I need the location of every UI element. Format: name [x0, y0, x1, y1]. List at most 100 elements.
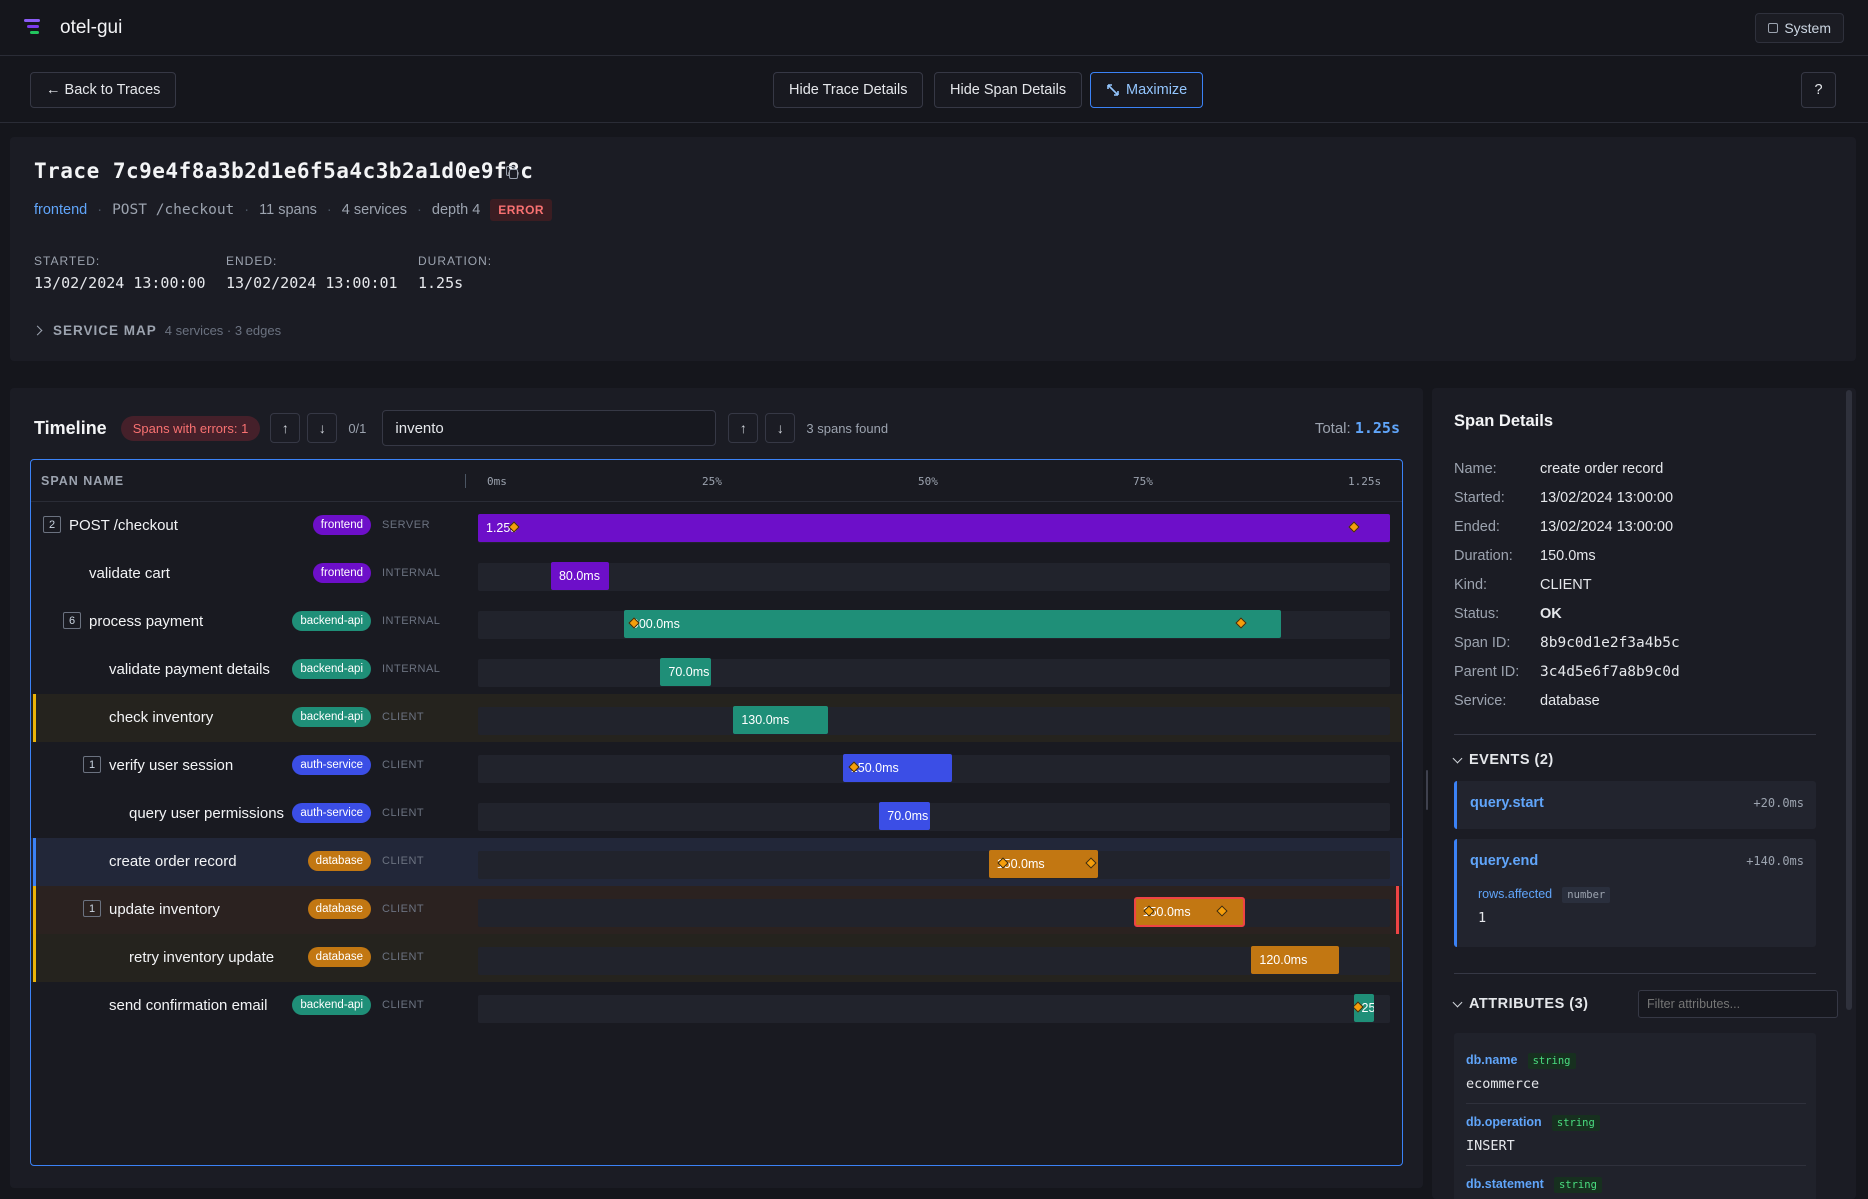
divider: [1454, 973, 1816, 974]
service-map-toggle[interactable]: SERVICE MAP 4 services · 3 edges: [32, 323, 281, 338]
event-item[interactable]: query.start +20.0ms: [1454, 781, 1816, 829]
span-bar[interactable]: 150.0ms: [1133, 897, 1246, 927]
chevron-down-icon: [1452, 997, 1463, 1007]
span-row[interactable]: query user permissions auth-service CLIENT…: [31, 790, 1402, 838]
app-title: otel-gui: [60, 16, 123, 38]
events-label: EVENTS (2): [1469, 752, 1554, 768]
event-marker-icon[interactable]: [1235, 617, 1247, 629]
field-value: database: [1540, 693, 1600, 709]
filter-attributes-input[interactable]: [1638, 990, 1838, 1018]
span-row[interactable]: retry inventory update database CLIENT 120.…: [31, 934, 1402, 982]
hide-span-details-button[interactable]: Hide Span Details: [934, 72, 1083, 108]
grid-header: SPAN NAME 0ms 25% 50% 75% 1.25s: [31, 460, 1402, 502]
help-button[interactable]: ?: [1801, 72, 1836, 108]
span-bar[interactable]: 25.0ms: [1353, 994, 1374, 1022]
attribute-type: string: [1551, 1115, 1600, 1131]
row-highlight-marker: [33, 934, 36, 982]
span-grid: SPAN NAME 0ms 25% 50% 75% 1.25s 2 POST /c…: [30, 459, 1403, 1166]
span-bar[interactable]: 130.0ms: [733, 706, 829, 734]
span-row[interactable]: validate cart frontend INTERNAL 80.0ms: [31, 550, 1402, 598]
event-offset: +20.0ms: [1753, 796, 1804, 810]
ended-label: ENDED:: [226, 254, 278, 268]
event-marker-icon[interactable]: [1347, 521, 1360, 533]
event-item[interactable]: query.end +140.0ms rows.affected number …: [1454, 839, 1816, 947]
span-bar[interactable]: 900.0ms: [623, 610, 1281, 638]
span-kind: CLIENT: [382, 711, 425, 723]
event-marker-icon[interactable]: [1216, 905, 1228, 917]
field-label: Name:: [1454, 461, 1497, 477]
child-count-toggle[interactable]: 2: [43, 516, 61, 533]
event-name: query.end: [1470, 853, 1539, 869]
trace-title: Trace 7c9e4f8a3b2d1e6f5a4c3b2a1d0e9f8c: [34, 159, 534, 183]
attributes-section-toggle[interactable]: ATTRIBUTES (3): [1452, 996, 1589, 1012]
span-row[interactable]: check inventory backend-api CLIENT 130.0ms: [31, 694, 1402, 742]
next-match-button[interactable]: ↓: [765, 413, 796, 443]
service-tag: auth-service: [292, 755, 371, 775]
hide-trace-details-button[interactable]: Hide Trace Details: [773, 72, 924, 108]
span-name: create order record: [109, 853, 237, 870]
back-to-traces-button[interactable]: ← Back to Traces: [30, 72, 177, 108]
span-name: POST /checkout: [69, 517, 178, 534]
service-map-label: SERVICE MAP: [53, 323, 157, 338]
detail-field: Parent ID: 3c4d5e6f7a8b9c0d: [1454, 664, 1834, 680]
span-count: 11 spans: [259, 202, 317, 218]
span-search-input[interactable]: [382, 410, 717, 446]
events-section-toggle[interactable]: EVENTS (2): [1452, 752, 1554, 768]
event-offset: +140.0ms: [1746, 854, 1804, 868]
duration-label: DURATION:: [418, 254, 493, 268]
total-value: 1.25s: [1354, 419, 1400, 437]
system-theme-button[interactable]: System: [1755, 13, 1844, 43]
next-error-button[interactable]: ↓: [307, 413, 338, 443]
tick-label: 75%: [1133, 475, 1153, 488]
span-row[interactable]: validate payment details backend-api INTER…: [31, 646, 1402, 694]
span-name: verify user session: [109, 757, 234, 774]
span-duration-label: 120.0ms: [1259, 953, 1308, 967]
started-value: 13/02/2024 13:00:00: [34, 274, 206, 292]
span-row[interactable]: send confirmation email backend-api CLIENT…: [31, 982, 1402, 1030]
root-service-link[interactable]: frontend: [34, 202, 88, 218]
divider: [1466, 1165, 1806, 1166]
panel-resize-handle[interactable]: [1426, 770, 1428, 810]
span-bar[interactable]: 150.0ms: [988, 850, 1099, 878]
prev-error-button[interactable]: ↑: [270, 413, 301, 443]
event-attr-value: 1: [1478, 910, 1487, 926]
attribute-type: string: [1553, 1177, 1602, 1193]
span-name: check inventory: [109, 709, 214, 726]
service-tag: backend-api: [292, 659, 371, 679]
span-row[interactable]: 2 POST /checkout frontend SERVER 1.25s: [31, 502, 1402, 550]
child-count-toggle[interactable]: 1: [83, 900, 101, 917]
span-row[interactable]: 6 process payment backend-api INTERNAL 900.0…: [31, 598, 1402, 646]
span-name: retry inventory update: [129, 949, 275, 966]
child-count-toggle[interactable]: 6: [63, 612, 81, 629]
span-bar[interactable]: 70.0ms: [879, 802, 931, 830]
duration-value: 1.25s: [418, 274, 464, 292]
prev-match-button[interactable]: ↑: [728, 413, 759, 443]
event-marker-icon[interactable]: [1085, 857, 1097, 869]
child-count-toggle[interactable]: 1: [83, 756, 101, 773]
attributes-header: ATTRIBUTES (3): [1452, 990, 1838, 1018]
tick-label: 1.25s: [1348, 475, 1382, 488]
spans-with-errors-badge[interactable]: Spans with errors: 1: [120, 415, 261, 441]
span-bar[interactable]: 80.0ms: [550, 562, 610, 590]
span-bar[interactable]: 150.0ms: [842, 754, 953, 782]
details-scrollbar[interactable]: [1846, 390, 1852, 1010]
toolbar: ← Back to Traces Hide Trace Details Hide…: [0, 57, 1868, 123]
span-bar[interactable]: 120.0ms: [1251, 946, 1339, 974]
row-highlight-marker: [33, 694, 36, 742]
span-bar[interactable]: 1.25s: [478, 514, 1390, 542]
copy-icon[interactable]: [506, 166, 518, 179]
divider: [1466, 1103, 1806, 1104]
started-label: STARTED:: [34, 254, 101, 268]
span-row[interactable]: 1 verify user session auth-service CLIENT 15…: [31, 742, 1402, 790]
span-track: [478, 947, 1390, 975]
maximize-button[interactable]: Maximize: [1090, 72, 1204, 108]
span-name: process payment: [89, 613, 204, 630]
span-row[interactable]: create order record database CLIENT 150.0ms: [31, 838, 1402, 886]
span-row[interactable]: 1 update inventory database CLIENT 150.0ms: [31, 886, 1402, 934]
maximize-icon: [1107, 84, 1119, 96]
field-label: Parent ID:: [1454, 664, 1520, 680]
service-tag: database: [307, 899, 371, 919]
column-resize-handle[interactable]: [465, 474, 466, 488]
span-track: [478, 659, 1390, 687]
span-bar[interactable]: 70.0ms: [660, 658, 712, 686]
